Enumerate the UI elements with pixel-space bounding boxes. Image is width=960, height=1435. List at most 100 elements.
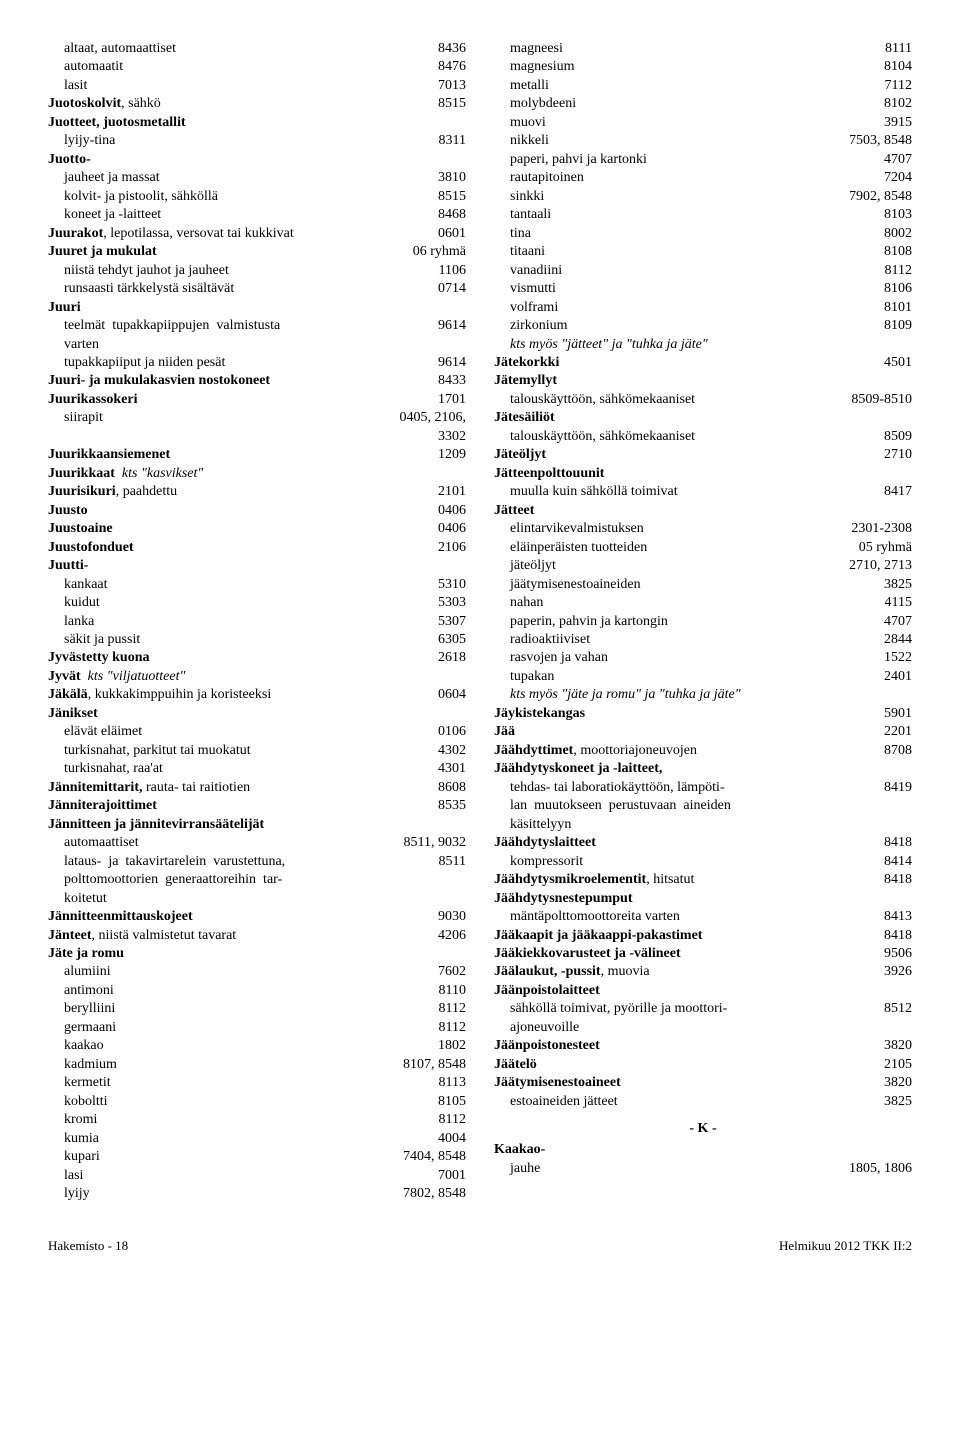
row-value: 5303	[430, 594, 466, 612]
row-value: 06 ryhmä	[405, 243, 466, 261]
index-row: Jäähdytyslaitteet8418	[494, 834, 912, 852]
row-label: Jätteet	[494, 502, 534, 520]
index-row: kts myös "jäte ja romu" ja "tuhka ja jät…	[494, 686, 912, 704]
index-row: kompressorit8414	[494, 853, 912, 871]
index-row: paperi, pahvi ja kartonki 4707	[494, 151, 912, 169]
index-row: varten	[48, 336, 466, 354]
index-row: Jää2201	[494, 723, 912, 741]
index-row: Juusto0406	[48, 502, 466, 520]
row-value: 9614	[430, 354, 466, 372]
index-row: Jätekorkki4501	[494, 354, 912, 372]
row-value: 1802	[430, 1037, 466, 1055]
row-label: Juuri- ja mukulakasvien nostokoneet	[48, 372, 270, 390]
row-label: Jyvät kts "viljatuotteet"	[48, 668, 185, 686]
row-label: tantaali	[494, 206, 551, 224]
row-label: turkisnahat, parkitut tai muokatut	[48, 742, 251, 760]
row-label: jäätymisenestoaineiden	[494, 576, 641, 594]
row-label: Jäähdytyskoneet ja -laitteet,	[494, 760, 662, 778]
row-label: Juotteet, juotosmetallit	[48, 114, 186, 132]
row-label: Jännitemittarit, rauta- tai raitiotien	[48, 779, 250, 797]
row-label: koboltti	[48, 1093, 108, 1111]
row-label: paperi, pahvi ja kartonki	[494, 151, 647, 169]
row-value: 8512	[876, 1000, 912, 1018]
row-label: Juustoaine	[48, 520, 113, 538]
index-row: Jäälaukut, -pussit, muovia3926	[494, 963, 912, 981]
index-row: Jäätymisenestoaineet3820	[494, 1074, 912, 1092]
index-row: Juustofonduet2106	[48, 539, 466, 557]
row-label: sähköllä toimivat, pyörille ja moottori-	[494, 1000, 727, 1018]
row-label: estoaineiden jätteet	[494, 1093, 618, 1111]
row-label: jäteöljyt	[494, 557, 556, 575]
left-column: altaat, automaattiset8436automaatit8476l…	[48, 40, 466, 1204]
row-value: 8109	[876, 317, 912, 335]
index-row: koneet ja -laitteet8468	[48, 206, 466, 224]
index-row: lyijy-tina8311	[48, 132, 466, 150]
index-row: Juuret ja mukulat06 ryhmä	[48, 243, 466, 261]
row-value: 4707	[876, 151, 912, 169]
index-row: kromi8112	[48, 1111, 466, 1129]
row-value: 8468	[430, 206, 466, 224]
row-value: 8515	[430, 95, 466, 113]
row-label: runsaasti tärkkelystä sisältävät	[48, 280, 234, 298]
row-label: Juurikkaat kts "kasvikset"	[48, 465, 203, 483]
row-label: volframi	[494, 299, 558, 317]
row-label: tupakkapiiput ja niiden pesät	[48, 354, 225, 372]
row-value: 8311	[431, 132, 466, 150]
index-row: tehdas- tai laboratiokäyttöön, lämpöti-8…	[494, 779, 912, 797]
index-row: jäteöljyt2710, 2713	[494, 557, 912, 575]
row-value: 8106	[876, 280, 912, 298]
index-row: siirapit0405, 2106,	[48, 409, 466, 427]
index-row: Jäähdytysmikroelementit, hitsatut8418	[494, 871, 912, 889]
index-row: Jätteet	[494, 502, 912, 520]
index-row: kupari7404, 8548	[48, 1148, 466, 1166]
index-row: metalli7112	[494, 77, 912, 95]
index-row: vanadiini8112	[494, 262, 912, 280]
row-label: Jänniterajoittimet	[48, 797, 157, 815]
row-label: Juutti-	[48, 557, 88, 575]
index-row: Jyvät kts "viljatuotteet"	[48, 668, 466, 686]
index-row: jäätymisenestoaineiden3825	[494, 576, 912, 594]
index-row: Juustoaine0406	[48, 520, 466, 538]
index-row: Juutti-	[48, 557, 466, 575]
row-value: 05 ryhmä	[851, 539, 912, 557]
index-row: Juurisikuri, paahdettu2101	[48, 483, 466, 501]
row-label: Jätteenpolttouunit	[494, 465, 604, 483]
row-value: 8104	[876, 58, 912, 76]
row-label: Jäänpoistonesteet	[494, 1037, 600, 1055]
row-label: Jätekorkki	[494, 354, 559, 372]
row-label: Jännitteenmittauskojeet	[48, 908, 193, 926]
row-label: talouskäyttöön, sähkömekaaniset	[494, 428, 695, 446]
row-value: 8509-8510	[843, 391, 912, 409]
index-row: Jäte ja romu	[48, 945, 466, 963]
index-row: turkisnahat, parkitut tai muokatut4302	[48, 742, 466, 760]
row-value: 8433	[430, 372, 466, 390]
row-label: rautapitoinen	[494, 169, 584, 187]
row-label: polttomoottorien generaattoreihin tar-	[48, 871, 282, 889]
row-value: 8103	[876, 206, 912, 224]
index-row: Jäteöljyt2710	[494, 446, 912, 464]
index-row: Juuri- ja mukulakasvien nostokoneet 8433	[48, 372, 466, 390]
index-row: lyijy7802, 8548	[48, 1185, 466, 1203]
index-row: kaakao1802	[48, 1037, 466, 1055]
row-value: 8436	[430, 40, 466, 58]
index-row: elävät eläimet0106	[48, 723, 466, 741]
row-value: 9506	[876, 945, 912, 963]
row-label: Jäähdytysmikroelementit, hitsatut	[494, 871, 694, 889]
index-row: elintarvikevalmistuksen2301-2308	[494, 520, 912, 538]
row-label: Jyvästetty kuona	[48, 649, 150, 667]
row-value: 7013	[430, 77, 466, 95]
row-value: 0714	[430, 280, 466, 298]
row-value: 2101	[430, 483, 466, 501]
row-label: altaat, automaattiset	[48, 40, 176, 58]
row-label: muulla kuin sähköllä toimivat	[494, 483, 678, 501]
row-label: kromi	[48, 1111, 97, 1129]
index-row: Juotteet, juotosmetallit	[48, 114, 466, 132]
row-value: 2401	[876, 668, 912, 686]
row-label: Juusto	[48, 502, 88, 520]
row-label: kolvit- ja pistoolit, sähköllä	[48, 188, 218, 206]
index-row: talouskäyttöön, sähkömekaaniset8509	[494, 428, 912, 446]
row-value: 3810	[430, 169, 466, 187]
row-label: Jäänpoistolaitteet	[494, 982, 600, 1000]
row-value: 1522	[876, 649, 912, 667]
row-value: 8111	[877, 40, 912, 58]
